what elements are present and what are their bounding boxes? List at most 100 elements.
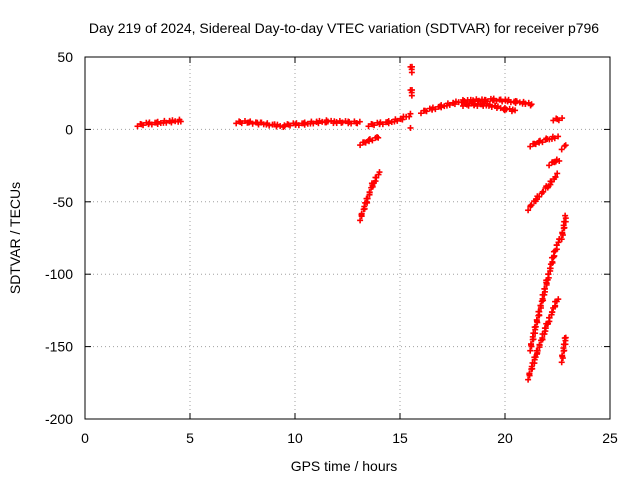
data-point <box>552 174 559 181</box>
data-point <box>287 122 294 129</box>
data-point <box>562 142 569 149</box>
data-point <box>438 102 445 109</box>
data-point <box>257 119 264 126</box>
data-point <box>484 98 491 105</box>
data-point <box>534 347 541 354</box>
data-point <box>559 115 566 122</box>
data-point <box>558 236 565 243</box>
data-point <box>376 169 383 176</box>
data-point <box>532 141 539 148</box>
data-point <box>562 212 569 219</box>
x-tick-label: 5 <box>186 430 194 446</box>
data-point <box>432 106 439 113</box>
data-point <box>399 116 406 123</box>
data-point <box>536 308 543 315</box>
data-point <box>540 188 547 195</box>
x-tick-label: 25 <box>602 430 618 446</box>
data-point <box>537 302 544 309</box>
data-point <box>555 133 562 140</box>
y-tick-label: 0 <box>65 121 73 137</box>
data-point <box>527 347 534 354</box>
data-point <box>556 157 563 164</box>
data-point <box>525 207 532 214</box>
x-tick-label: 15 <box>392 430 408 446</box>
data-point <box>357 217 364 224</box>
data-point <box>163 119 170 126</box>
data-point <box>361 203 368 210</box>
data-point <box>528 201 535 208</box>
data-point <box>366 189 373 196</box>
data-point <box>539 139 546 146</box>
data-point <box>528 101 535 108</box>
data-point <box>541 331 548 338</box>
data-point <box>528 340 535 347</box>
x-tick-label: 20 <box>497 430 513 446</box>
data-point <box>373 174 380 181</box>
y-axis-label: SDTVAR / TECUs <box>7 182 23 294</box>
data-point <box>526 370 533 377</box>
data-point <box>558 146 565 153</box>
y-tick-label: -150 <box>45 339 73 355</box>
data-point <box>525 376 532 383</box>
data-point <box>379 121 386 128</box>
data-point <box>555 117 562 124</box>
data-point <box>407 124 414 131</box>
x-tick-label: 10 <box>287 430 303 446</box>
y-tick-label: -100 <box>45 266 73 282</box>
data-point <box>551 135 558 142</box>
y-tick-label: -200 <box>45 411 73 427</box>
ticks-layer: 0 5 10 15 20 25 -200 -150 -100 -50 0 50 <box>45 49 618 446</box>
data-point <box>546 162 553 169</box>
data-point <box>266 122 273 129</box>
data-point <box>148 121 155 128</box>
data-point <box>246 119 253 126</box>
data-point <box>461 97 468 104</box>
data-point <box>559 229 566 236</box>
y-tick-label: 50 <box>57 49 73 65</box>
data-point <box>536 193 543 200</box>
data-point <box>140 122 147 129</box>
x-axis-label: GPS time / hours <box>291 458 398 474</box>
data-point <box>512 107 519 114</box>
data-point <box>348 120 355 127</box>
data-point <box>543 135 550 142</box>
x-tick-label: 0 <box>81 430 89 446</box>
data-point <box>488 103 495 110</box>
data-point <box>546 265 553 272</box>
data-point <box>356 118 363 125</box>
points-layer <box>134 63 569 383</box>
data-point <box>536 341 543 348</box>
data-point <box>532 354 539 361</box>
data-point <box>408 69 415 76</box>
data-point <box>295 122 302 129</box>
data-point <box>249 120 256 127</box>
data-point <box>480 100 487 107</box>
data-point <box>541 285 548 292</box>
data-point <box>385 118 392 125</box>
data-point <box>558 359 565 366</box>
y-tick-label: -50 <box>53 194 73 210</box>
data-point <box>465 102 472 109</box>
data-point <box>362 139 369 146</box>
data-point <box>238 120 245 127</box>
data-point <box>513 98 520 105</box>
chart-title: Day 219 of 2024, Sidereal Day-to-day VTE… <box>89 20 599 36</box>
data-point <box>375 134 382 141</box>
data-point <box>554 170 561 177</box>
data-point <box>474 102 481 109</box>
data-point <box>408 92 415 99</box>
data-point <box>559 352 566 359</box>
data-point <box>301 119 308 126</box>
data-point <box>358 210 365 217</box>
data-point <box>369 137 376 144</box>
data-point <box>548 309 555 316</box>
data-point <box>546 314 553 321</box>
data-point <box>446 101 453 108</box>
data-point <box>423 108 430 115</box>
data-point <box>545 271 552 278</box>
data-point <box>394 117 401 124</box>
data-point <box>407 110 414 117</box>
data-point <box>532 323 539 330</box>
